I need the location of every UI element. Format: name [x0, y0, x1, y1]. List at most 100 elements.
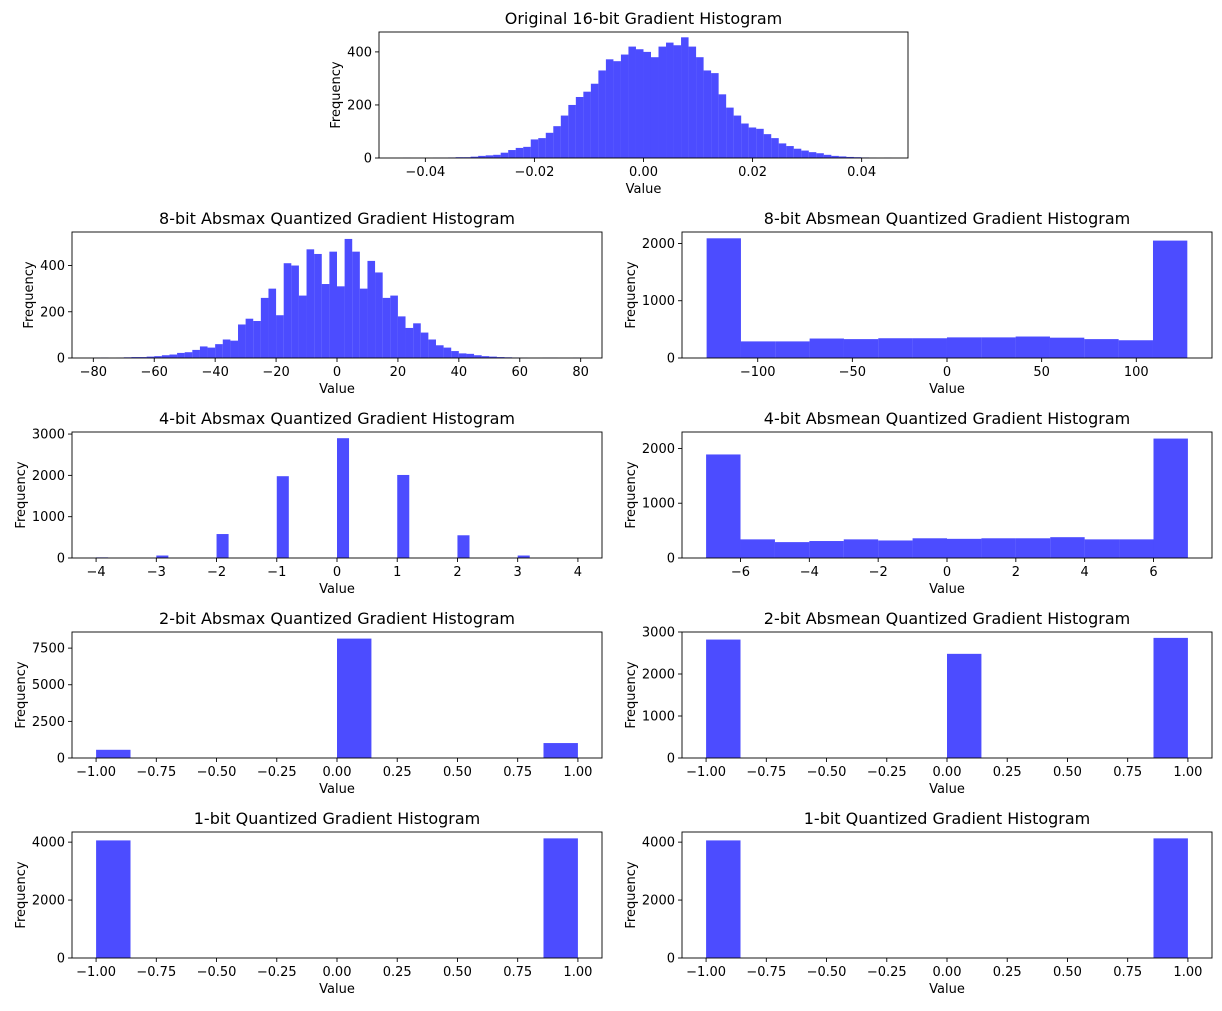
y-axis-label: Frequency	[624, 461, 639, 528]
x-tick-label: 2	[1012, 565, 1020, 580]
bars	[96, 838, 578, 958]
histogram-bar	[846, 156, 854, 158]
histogram-bar	[553, 126, 561, 158]
histogram-bar	[1049, 337, 1085, 358]
x-tick-label: 0	[943, 565, 951, 580]
x-tick-label: −1.00	[76, 965, 116, 980]
x-axis-label: Value	[929, 782, 965, 797]
plot-frame	[681, 831, 1213, 959]
x-axis-label: Value	[626, 182, 662, 197]
x-tick-label: 0.04	[847, 165, 876, 180]
histogram-bar	[543, 838, 578, 958]
histogram-bar	[545, 132, 554, 158]
x-tick-label: 1.00	[563, 765, 592, 780]
histogram-bar	[276, 476, 289, 558]
histogram-bar	[508, 150, 516, 158]
x-tick-label: −20	[262, 365, 289, 380]
x-tick-label: 1.00	[563, 965, 592, 980]
y-tick-label: 0	[667, 952, 675, 967]
x-tick-label: −0.50	[807, 765, 847, 780]
x-tick-label: 0.02	[738, 165, 767, 180]
histogram-bar	[352, 251, 360, 358]
histogram-bar	[583, 91, 591, 158]
x-tick-label: −0.04	[405, 165, 445, 180]
x-axis-label: Value	[319, 982, 355, 997]
histogram-bar	[466, 353, 475, 358]
plot-frame	[71, 831, 603, 959]
histogram-bar	[981, 337, 1016, 358]
histogram-bar	[1015, 336, 1050, 358]
x-tick-label: −0.50	[807, 965, 847, 980]
histogram-bar	[298, 295, 307, 358]
x-axis-label: Value	[319, 382, 355, 397]
bars	[96, 438, 530, 558]
x-tick-label: 0.25	[993, 965, 1022, 980]
histogram-bar	[748, 127, 757, 158]
y-axis-label: Frequency	[624, 261, 639, 328]
histogram-bar	[530, 139, 539, 158]
y-tick-label: 3000	[642, 626, 675, 641]
bars	[93, 238, 581, 358]
y-tick-label: 7500	[32, 642, 65, 657]
x-axis-label: Value	[929, 382, 965, 397]
bars	[706, 838, 1188, 958]
histogram-bar	[703, 70, 712, 158]
histogram-bar	[823, 154, 832, 158]
histogram-bar	[809, 338, 844, 358]
y-axis-label: Frequency	[329, 61, 344, 128]
x-tick-label: −1.00	[76, 765, 116, 780]
histogram-bar	[740, 539, 775, 558]
histogram-bar	[1152, 240, 1188, 358]
y-tick-label: 0	[57, 752, 65, 767]
histogram-bar	[1153, 438, 1188, 558]
x-tick-label: −0.02	[515, 165, 555, 180]
chart-title: 4-bit Absmax Quantized Gradient Histogra…	[159, 409, 515, 428]
histogram-bar	[131, 357, 140, 358]
histogram-bar	[268, 288, 277, 358]
histogram-bar	[763, 134, 772, 158]
chart-title: 1-bit Quantized Gradient Histogram	[804, 809, 1091, 828]
x-tick-label: 2	[453, 565, 461, 580]
histogram-bar	[658, 46, 667, 159]
x-tick-label: 80	[572, 365, 589, 380]
histogram-bar	[207, 347, 216, 358]
x-tick-label: 50	[1033, 365, 1050, 380]
chart-title: 1-bit Quantized Gradient Histogram	[194, 809, 481, 828]
x-tick-label: −0.75	[746, 765, 786, 780]
histogram-bar	[711, 73, 719, 158]
y-tick-label: 2500	[32, 715, 65, 730]
x-tick-label: 0.75	[503, 965, 532, 980]
histogram-bar	[184, 352, 193, 358]
y-tick-label: 0	[57, 352, 65, 367]
chart-bit1_left: −1.00 −0.75 −0.50 −0.25 0.00 0.25 0.50 0.75 1.00…	[14, 809, 603, 997]
histogram-bar	[390, 295, 398, 358]
y-tick-label: 2000	[642, 237, 675, 252]
y-axis-label: Frequency	[22, 261, 37, 328]
x-tick-label: 1.00	[1173, 965, 1202, 980]
y-tick-label: 200	[347, 98, 372, 113]
x-tick-label: −0.50	[197, 765, 237, 780]
x-tick-label: 1.00	[1173, 765, 1202, 780]
y-tick-label: 1000	[642, 497, 675, 512]
x-tick-label: −0.75	[746, 965, 786, 980]
histogram-bar	[485, 155, 494, 158]
histogram-bar	[1119, 539, 1154, 558]
chart-absmax4: −4 −3 −2 −1 0 1 2 3 4 0 1000 2000 3000 4-bit Absmax Q…	[14, 409, 603, 597]
chart-absmax2: −1.00 −0.75 −0.50 −0.25 0.00 0.25 0.50 0.75 1.00…	[14, 609, 603, 797]
histogram-bar	[337, 286, 345, 358]
histogram-bar	[276, 315, 284, 358]
x-tick-label: −3	[147, 565, 166, 580]
x-tick-label: 0.50	[1053, 765, 1082, 780]
histogram-bar	[801, 150, 809, 158]
histogram-bar	[808, 152, 817, 158]
histogram-bar	[706, 454, 741, 558]
histogram-bar	[809, 541, 844, 558]
chart-title: 2-bit Absmax Quantized Gradient Histogra…	[159, 609, 515, 628]
x-tick-label: −4	[800, 565, 819, 580]
histogram-bar	[329, 251, 337, 358]
histogram-bar	[500, 152, 509, 158]
histogram-bar	[515, 147, 524, 158]
x-tick-label: −2	[869, 565, 888, 580]
y-tick-label: 2000	[642, 442, 675, 457]
histogram-bar	[912, 338, 947, 358]
